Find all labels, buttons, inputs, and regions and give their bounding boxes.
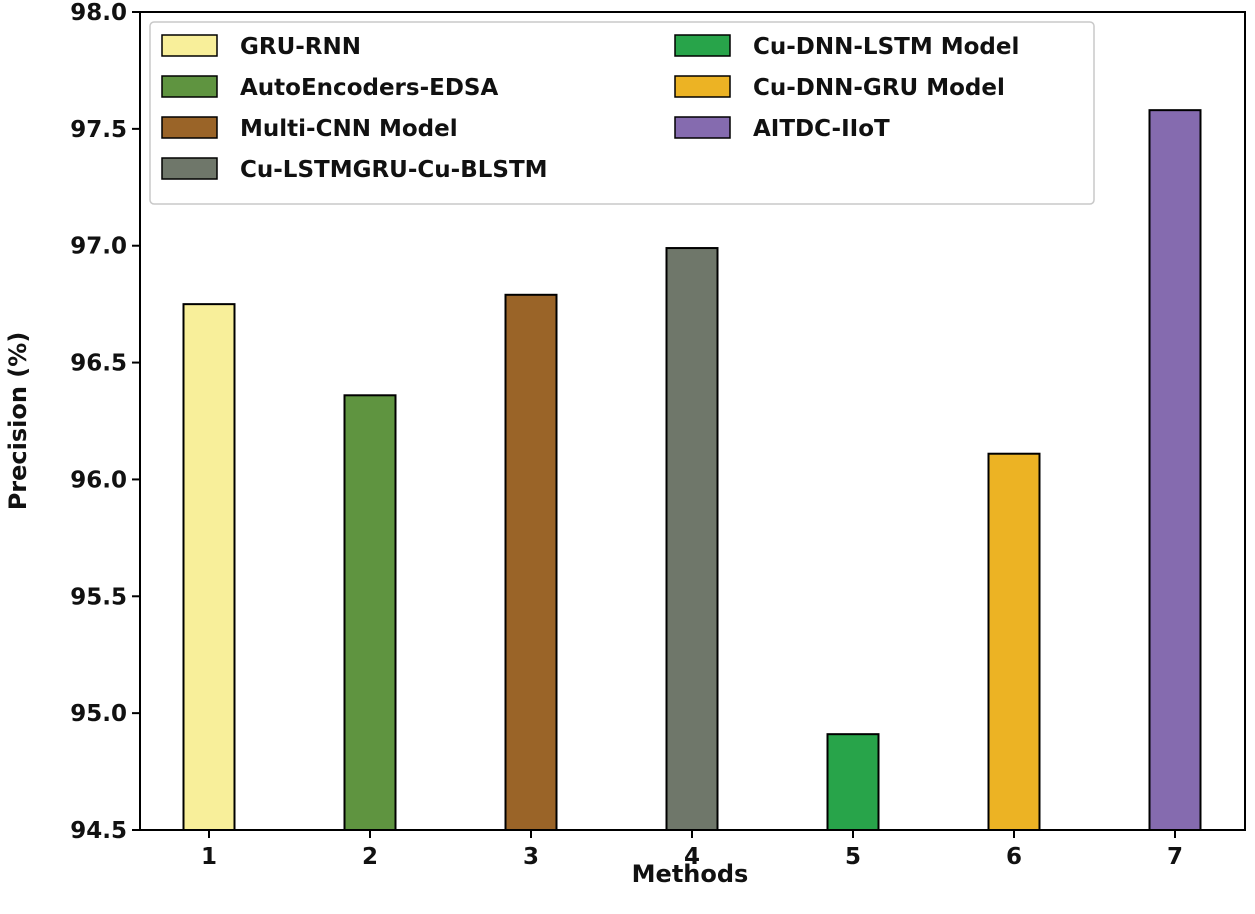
legend-label: GRU-RNN — [240, 34, 361, 60]
y-tick-label: 96.5 — [70, 351, 127, 377]
bar-3 — [504, 293, 558, 831]
y-tick-label: 98.0 — [70, 0, 127, 26]
legend-swatch — [161, 34, 218, 57]
legend-swatch — [674, 34, 731, 57]
bar-6 — [987, 452, 1041, 831]
legend-label: Cu-DNN-LSTM Model — [753, 34, 1019, 60]
legend: GRU-RNN AutoEncoders-EDSA Multi-CNN Model C… — [149, 21, 1095, 205]
x-tick-label: 2 — [362, 844, 378, 870]
x-axis: 1 2 3 4 5 6 7 — [201, 830, 1183, 870]
legend-swatch — [161, 157, 218, 180]
legend-label: AutoEncoders-EDSA — [240, 75, 499, 101]
x-tick-label: 7 — [1167, 844, 1183, 870]
y-axis-title: Precision (%) — [4, 332, 32, 511]
y-tick-label: 96.0 — [70, 467, 127, 493]
x-tick-label: 6 — [1006, 844, 1022, 870]
bar-group — [182, 109, 1202, 832]
bar-5 — [826, 733, 880, 831]
legend-swatch — [161, 116, 218, 139]
bar-2 — [343, 394, 397, 831]
legend-swatch — [674, 116, 731, 139]
x-tick-label: 5 — [845, 844, 861, 870]
y-tick-label: 97.5 — [70, 117, 127, 143]
legend-label: AITDC-IIoT — [753, 116, 890, 142]
y-tick-label: 97.0 — [70, 234, 127, 260]
y-axis: 94.5 95.0 95.5 96.0 96.5 97.0 97.5 98.0 — [70, 0, 140, 844]
x-tick-label: 4 — [684, 844, 700, 870]
y-tick-label: 94.5 — [70, 818, 127, 844]
y-tick-label: 95.0 — [70, 701, 127, 727]
legend-box — [149, 21, 1095, 205]
x-tick-label: 1 — [201, 844, 217, 870]
legend-swatch — [674, 75, 731, 98]
bar-7 — [1148, 109, 1202, 832]
legend-label: Multi-CNN Model — [240, 116, 458, 142]
legend-swatch — [161, 75, 218, 98]
legend-label: Cu-DNN-GRU Model — [753, 75, 1005, 101]
bar-1 — [182, 303, 236, 831]
legend-label: Cu-LSTMGRU-Cu-BLSTM — [240, 157, 548, 183]
x-tick-label: 3 — [523, 844, 539, 870]
x-axis-title: Methods — [632, 860, 749, 888]
bar-4 — [665, 247, 719, 831]
y-tick-label: 95.5 — [70, 584, 127, 610]
